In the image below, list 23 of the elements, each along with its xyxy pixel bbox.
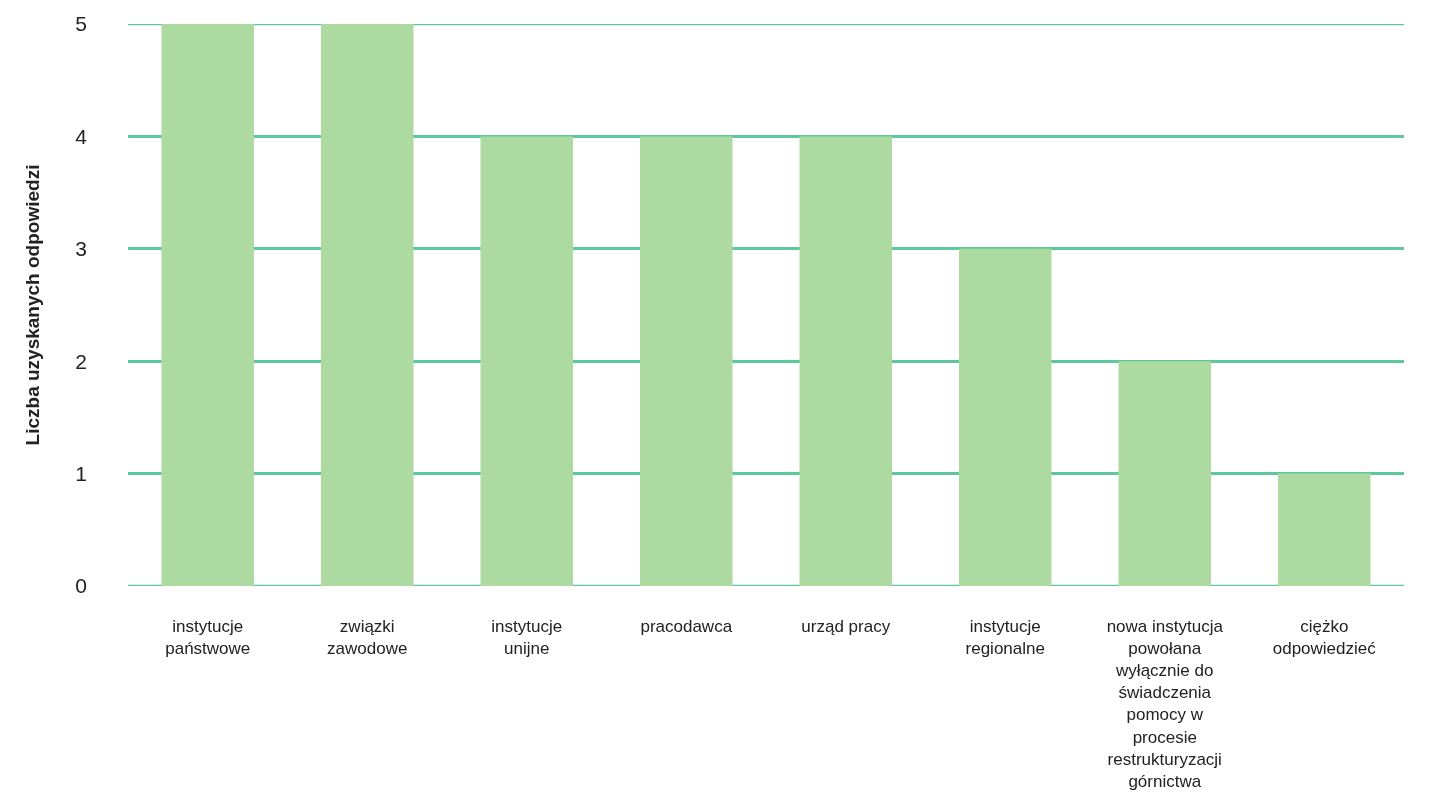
y-tick-label: 3	[75, 237, 87, 261]
bar	[640, 136, 733, 586]
bar	[1118, 361, 1212, 586]
y-tick-label: 4	[75, 124, 88, 148]
x-tick-label: nowa instytucja powołana wyłącznie do świadczenia pomocy w procesie restrukturyzacji górnictwa	[1106, 617, 1224, 791]
x-tick-label: instytucje regionalne	[965, 617, 1045, 659]
bar	[480, 136, 574, 586]
x-tick-label: instytucje państwowe	[165, 617, 251, 659]
x-tick-label: ciężko odpowiedzieć	[1272, 617, 1377, 659]
y-tick-label: 1	[75, 461, 87, 485]
bar	[1277, 473, 1371, 586]
y-axis-title: Liczba uzyskanych odpowiedzi	[22, 164, 44, 446]
y-tick-label: 5	[75, 12, 87, 36]
bar	[959, 248, 1052, 586]
x-tick-label: związki zawodowe	[327, 617, 408, 659]
x-tick-label: instytucje unijne	[491, 617, 563, 659]
x-tick-label: urząd pracy	[801, 617, 891, 636]
bar	[799, 136, 893, 586]
x-tick-label: pracodawca	[640, 617, 733, 636]
bar	[161, 24, 255, 586]
y-tick-label: 2	[75, 349, 87, 373]
y-tick-label: 0	[75, 574, 87, 598]
bar	[321, 24, 414, 586]
